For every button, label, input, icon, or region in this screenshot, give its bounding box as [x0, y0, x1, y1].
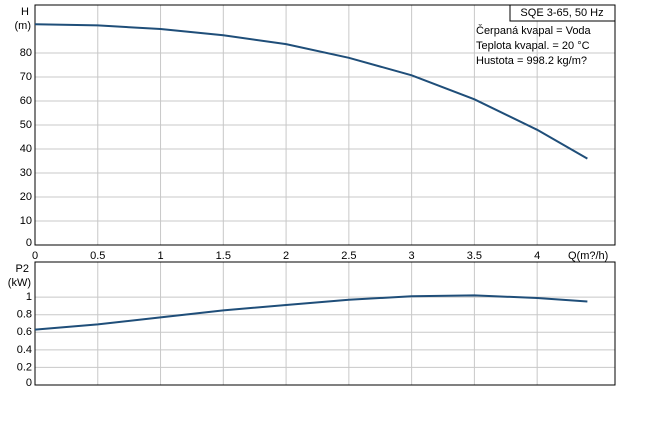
- y-tick-label: 40: [20, 143, 32, 155]
- y-tick-label: 10: [20, 215, 32, 227]
- x-tick-label: 3: [409, 250, 415, 262]
- y-tick-label: 80: [20, 47, 32, 59]
- y-tick-label: 0: [26, 377, 32, 389]
- y-tick-label: 0.6: [17, 326, 32, 338]
- x-tick-label: 2.5: [341, 250, 356, 262]
- x-tick-label: 3.5: [467, 250, 482, 262]
- annotation-box: [509, 4, 616, 22]
- annotation: Čerpaná kvapal = Voda: [476, 24, 592, 37]
- x-tick-label: 2: [283, 250, 289, 262]
- y-tick-label: 60: [20, 95, 32, 107]
- plot-frame: [34, 4, 616, 246]
- y-tick-label: 0: [26, 237, 32, 249]
- y-axis-label: (kW): [8, 277, 31, 289]
- x-axis-label: Q(m?/h): [568, 250, 608, 262]
- x-tick-label: 1: [157, 250, 163, 262]
- y-axis-label: (m): [15, 20, 32, 32]
- x-tick-label: 4: [534, 250, 540, 262]
- annotation: Teplota kvapal. = 20 °C: [476, 40, 590, 52]
- y-tick-label: 70: [20, 71, 32, 83]
- y-axis-label: P2: [16, 263, 29, 275]
- y-tick-label: 30: [20, 167, 32, 179]
- x-tick-label: 0.5: [90, 250, 105, 262]
- y-tick-label: 1: [26, 291, 32, 303]
- x-tick-label: 0: [32, 250, 38, 262]
- curve: [34, 294, 588, 331]
- y-axis-label: H: [21, 6, 29, 18]
- curve: [34, 23, 588, 160]
- y-tick-label: 0.2: [17, 361, 32, 373]
- chart-title: SQE 3-65, 50 Hz: [520, 7, 603, 19]
- y-tick-label: 20: [20, 191, 32, 203]
- x-tick-label: 1.5: [216, 250, 231, 262]
- annotation: Hustota = 998.2 kg/m?: [476, 55, 587, 67]
- y-tick-label: 50: [20, 119, 32, 131]
- y-tick-label: 0.8: [17, 309, 32, 321]
- plot-frame: [34, 261, 616, 386]
- y-tick-label: 0.4: [17, 344, 32, 356]
